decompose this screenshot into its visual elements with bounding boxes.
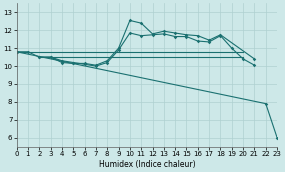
X-axis label: Humidex (Indice chaleur): Humidex (Indice chaleur) — [99, 159, 195, 169]
